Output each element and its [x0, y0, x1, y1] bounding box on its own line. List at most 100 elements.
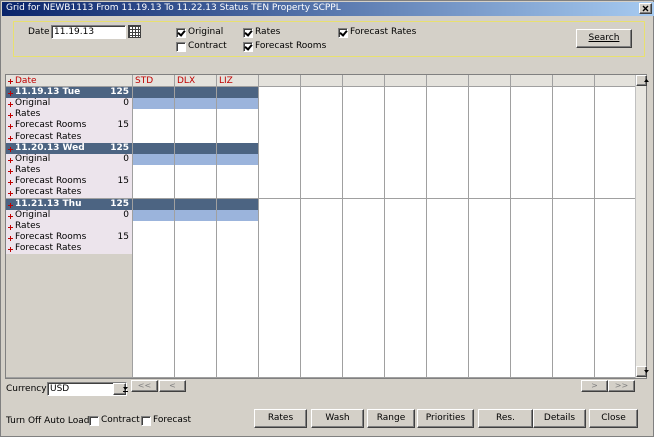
column-header [511, 75, 553, 87]
day-label: 11.19.13 Tue [15, 87, 81, 97]
column-header: DLX [175, 75, 217, 87]
column-header [385, 75, 427, 87]
expand-icon[interactable] [8, 79, 13, 84]
row-value: 15 [117, 120, 129, 131]
expand-icon[interactable] [8, 202, 13, 208]
search-button[interactable]: Search [576, 29, 632, 48]
header-cell [6, 75, 133, 87]
action-button[interactable]: Rates [254, 409, 307, 428]
row-value: 15 [117, 231, 129, 242]
grid-cell [343, 365, 385, 378]
expand-icon[interactable] [8, 113, 13, 119]
row-label: Rates [15, 165, 41, 176]
expand-icon[interactable] [8, 146, 13, 152]
checkbox[interactable] [176, 42, 186, 52]
checkbox[interactable] [89, 416, 99, 426]
arrow-icon [643, 79, 649, 82]
nav-button[interactable]: < [159, 380, 186, 392]
row-label: Forecast Rooms [15, 120, 87, 131]
checkbox[interactable] [141, 416, 151, 426]
grid-cell [427, 365, 469, 378]
expand-icon[interactable] [8, 213, 13, 219]
day-total: 125 [110, 198, 129, 209]
row-label: Forecast Rates [15, 243, 82, 254]
grid: Date STD DLX LIZ 11.19.13 Tue 125 Original 0 Rat… [5, 74, 647, 379]
nav-button[interactable]: >> [608, 380, 635, 392]
day-label: 11.21.13 Thu [15, 198, 82, 209]
date-input[interactable]: 11.19.13 [51, 25, 126, 39]
row-value: 15 [117, 176, 129, 187]
expand-icon[interactable] [8, 102, 13, 108]
expand-icon[interactable] [8, 135, 13, 141]
column-header [259, 75, 301, 87]
dropdown-button[interactable] [113, 383, 128, 395]
grid-cell [175, 365, 217, 378]
expand-icon[interactable] [8, 191, 13, 197]
checkbox[interactable] [243, 28, 253, 38]
column-header [427, 75, 469, 87]
arrow-icon [643, 370, 649, 373]
column-header [469, 75, 511, 87]
row-label: Rates [15, 109, 41, 120]
checkbox-label: Original [188, 27, 224, 37]
row-label: Original [15, 98, 51, 109]
checkbox-label: Forecast Rates [350, 27, 417, 37]
column-header [595, 75, 637, 87]
scroll-down[interactable] [636, 366, 649, 377]
grid-cell [595, 365, 637, 378]
scroll-up[interactable] [636, 75, 649, 86]
action-button[interactable]: Wash [311, 409, 364, 428]
filter-panel [13, 21, 645, 57]
row-label: Forecast Rates [15, 187, 82, 198]
row-value: 0 [123, 98, 129, 109]
expand-icon[interactable] [8, 235, 13, 241]
grid-cell [217, 365, 259, 378]
title-bar: Grid for NEWB1113 From 11.19.13 To 11.22… [2, 2, 654, 16]
currency-label: Currency [6, 384, 47, 394]
expand-icon[interactable] [8, 224, 13, 230]
grid-cell [553, 365, 595, 378]
checkbox-label: Forecast Rooms [255, 41, 327, 51]
grid-cell [511, 365, 553, 378]
currency-select[interactable]: USD [47, 382, 127, 396]
row-label: Forecast Rooms [15, 176, 87, 187]
close-icon [642, 5, 649, 12]
column-header: LIZ [217, 75, 259, 87]
nav-button[interactable]: > [581, 380, 608, 392]
action-button[interactable]: Details [533, 409, 586, 428]
expand-icon[interactable] [8, 169, 13, 175]
date-label: Date [28, 27, 50, 37]
expand-icon[interactable] [8, 180, 13, 186]
nav-button[interactable]: << [131, 380, 158, 392]
action-button[interactable]: Close [589, 409, 638, 428]
scrollbar[interactable] [635, 75, 649, 378]
checkbox[interactable] [176, 28, 186, 38]
day-label: 11.20.13 Wed [15, 142, 85, 153]
expand-icon[interactable] [8, 247, 13, 253]
action-button[interactable]: Range [367, 409, 415, 428]
expand-icon[interactable] [8, 91, 13, 96]
arrow-icon [122, 387, 128, 392]
action-button[interactable]: Priorities [417, 409, 474, 428]
grid-cell [133, 365, 175, 378]
checkbox[interactable] [338, 28, 348, 38]
checkbox-label: Forecast [153, 415, 192, 425]
close-window-button[interactable] [639, 3, 652, 14]
expand-icon[interactable] [8, 157, 13, 163]
action-button[interactable]: Res. [478, 409, 533, 428]
calendar-button[interactable] [128, 25, 141, 38]
row-label: Forecast Rooms [15, 231, 87, 242]
row-label: Original [15, 153, 51, 164]
checkbox[interactable] [243, 42, 253, 52]
checkbox-label: Contract [188, 41, 227, 51]
grid-cell [469, 365, 511, 378]
row-value: 0 [123, 209, 129, 220]
row-value: 0 [123, 153, 129, 164]
window-title: Grid for NEWB1113 From 11.19.13 To 11.22… [6, 3, 341, 13]
expand-icon[interactable] [8, 124, 13, 130]
grid-cell [259, 365, 301, 378]
column-header [301, 75, 343, 87]
day-total: 125 [110, 142, 129, 153]
header-label: Date [15, 76, 37, 86]
